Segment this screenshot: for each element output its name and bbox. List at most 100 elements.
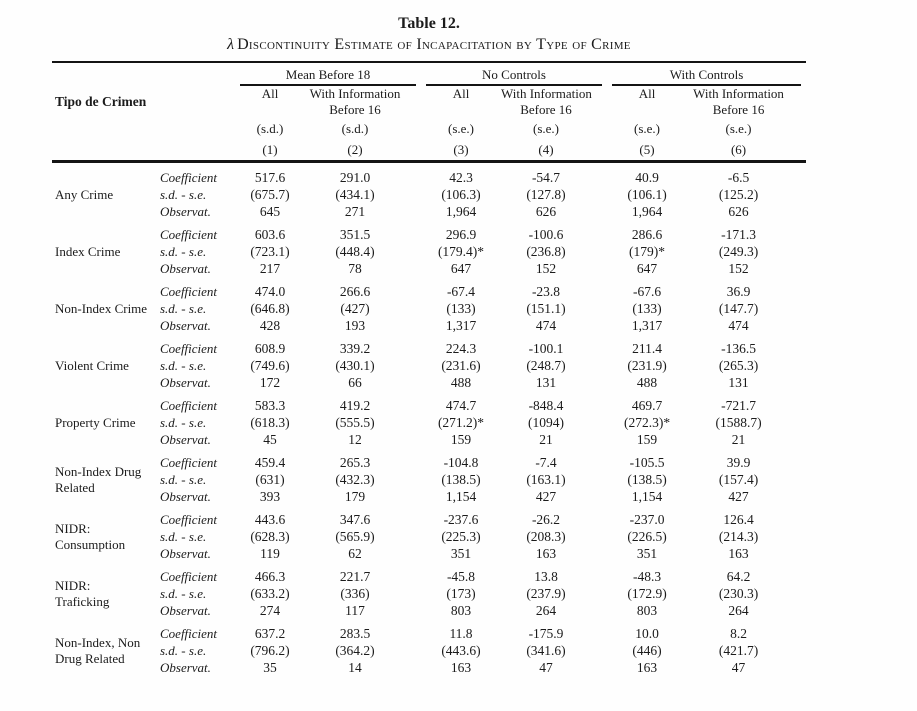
col-header-all-1: All	[261, 86, 279, 101]
subrow-label: s.d. - s.e.	[160, 529, 207, 544]
stat-label-1: (s.d.)	[256, 120, 284, 136]
table-row: Any Crime Coefficient 517.6 291.0 42.3 -54.7 4…	[52, 162, 806, 202]
table-row: Observat. 393 179 1,154 427 1,154 427	[52, 488, 806, 505]
crime-type-label: Index Crime	[55, 243, 121, 259]
table-row: s.d. - s.e. (796.2) (364.2) (443.6) (341.6) (…	[52, 642, 806, 659]
cell-value: 126.4	[723, 512, 754, 527]
table-row: NIDR: Consumption Coefficient 443.6 347.6 -23…	[52, 505, 806, 552]
table-row: s.d. - s.e. (723.1) (448.4) (179.4)* (236.8)…	[52, 243, 806, 260]
cell-value: 645	[259, 204, 281, 219]
table-row: Property Crime Coefficient 583.3 419.2 474.7…	[52, 391, 806, 430]
subtitle-text: Discontinuity Estimate of Incapacitation…	[237, 36, 631, 53]
cell-value: (631)	[255, 472, 285, 487]
cell-value: 351	[636, 546, 658, 561]
stat-label-5: (s.e.)	[634, 120, 661, 136]
column-label-row-2: Before 16 Before 16 Before 16	[52, 102, 806, 118]
cell-value: 608.9	[254, 341, 286, 356]
col-number-2: (2)	[305, 139, 421, 163]
cell-value: 217	[259, 261, 281, 276]
cell-value: (723.1)	[250, 244, 290, 259]
cell-value: 163	[450, 660, 472, 675]
subrow-label: Observat.	[160, 261, 211, 276]
cell-value: 64.2	[726, 569, 751, 584]
cell-value: 40.9	[635, 170, 659, 185]
cell-value: 488	[450, 375, 472, 390]
cell-value: 47	[731, 660, 746, 675]
cell-value: (157.4)	[718, 472, 759, 487]
cell-value: (555.5)	[335, 415, 375, 430]
cell-value: 179	[344, 489, 366, 504]
cell-value: 163	[636, 660, 658, 675]
cell-value: (236.8)	[526, 244, 566, 259]
crime-type-label: Non-Index Drug Related	[55, 463, 142, 495]
cell-value: (248.7)	[526, 358, 566, 373]
cell-value: (341.6)	[526, 643, 566, 658]
cell-value: -26.2	[531, 512, 561, 527]
cell-value: 35	[263, 660, 277, 675]
cell-value: (237.9)	[526, 586, 566, 601]
cell-value: 351.5	[339, 227, 371, 242]
cell-value: 274	[259, 603, 281, 618]
cell-value: (448.4)	[335, 244, 375, 259]
cell-value: (1588.7)	[715, 415, 762, 430]
cell-value: 393	[259, 489, 281, 504]
cell-value: (432.3)	[335, 472, 375, 487]
subrow-label: s.d. - s.e.	[160, 643, 207, 658]
subrow-label: Coefficient	[160, 626, 218, 641]
group-header-spacer	[52, 61, 235, 86]
cell-value: (421.7)	[718, 643, 759, 658]
stat-row-spacer	[52, 118, 235, 139]
cell-value: 1,317	[445, 318, 477, 333]
table-subtitle: λ Discontinuity Estimate of Incapacitatio…	[52, 35, 806, 55]
cell-value: (138.5)	[627, 472, 667, 487]
cell-value: (749.6)	[250, 358, 290, 373]
cell-value: 42.3	[449, 170, 473, 185]
subrow-label: Coefficient	[160, 512, 218, 527]
column-label-row: Tipo de Crimen All With Information All …	[52, 86, 806, 109]
cell-value: (133)	[446, 301, 476, 316]
cell-value: (271.2)*	[437, 415, 485, 430]
cell-value: 427	[535, 489, 557, 504]
cell-value: (133)	[632, 301, 662, 316]
cell-value: (208.3)	[526, 529, 566, 544]
col-header-before16-6: Before 16	[712, 102, 765, 117]
group-no-controls: No Controls	[421, 61, 608, 86]
cell-value: 172	[259, 375, 281, 390]
col-header-withinfo-2: With Information	[309, 86, 401, 101]
subrow-label: s.d. - s.e.	[160, 415, 207, 430]
estimates-table: Mean Before 18 No Controls With Controls…	[52, 61, 807, 676]
table-row: Observat. 274 117 803 264 803 264	[52, 602, 806, 619]
cell-value: 131	[535, 375, 557, 390]
subrow-label: Coefficient	[160, 455, 218, 470]
cell-value: -45.8	[446, 569, 476, 584]
cell-value: (618.3)	[250, 415, 290, 430]
cell-value: 1,154	[631, 489, 663, 504]
col-header-before16-2: Before 16	[329, 102, 381, 117]
cell-value: 131	[728, 375, 749, 390]
cell-value: (151.1)	[526, 301, 566, 316]
subrow-label: Observat.	[160, 432, 211, 447]
col-header-blank	[235, 102, 305, 118]
cell-value: -237.6	[443, 512, 479, 527]
subrow-label: Coefficient	[160, 284, 218, 299]
cell-value: -6.5	[727, 170, 750, 185]
cell-value: (336)	[340, 586, 370, 601]
cell-value: 351	[450, 546, 472, 561]
subrow-label: s.d. - s.e.	[160, 586, 207, 601]
col-header-blank	[421, 102, 501, 118]
cell-value: 469.7	[631, 398, 663, 413]
table-row: Non-Index Crime Coefficient 474.0 266.6 -67.…	[52, 277, 806, 316]
subrow-label: Coefficient	[160, 227, 218, 242]
cell-value: -171.3	[721, 227, 756, 242]
subrow-label: Coefficient	[160, 341, 218, 356]
crime-type-label: Property Crime	[55, 414, 136, 430]
cell-value: 159	[636, 432, 658, 447]
cell-value: 36.9	[726, 284, 751, 299]
group-mean-before-18: Mean Before 18	[235, 61, 421, 86]
cell-value: (127.8)	[526, 187, 566, 202]
subrow-label: Observat.	[160, 660, 211, 675]
cell-value: (173)	[446, 586, 476, 601]
cell-value: 291.0	[339, 170, 371, 185]
table-row: Index Crime Coefficient 603.6 351.5 296.9 -10…	[52, 220, 806, 259]
